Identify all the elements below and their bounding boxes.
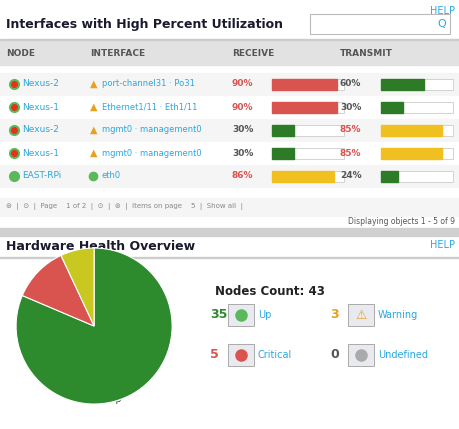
Text: ▲: ▲ <box>90 125 97 135</box>
Bar <box>381 102 453 112</box>
Bar <box>0 228 459 236</box>
Text: INTERFACE: INTERFACE <box>90 48 145 57</box>
Text: HELP: HELP <box>430 240 455 250</box>
Bar <box>228 304 254 326</box>
Text: Up: Up <box>109 396 121 405</box>
Bar <box>0 39 459 40</box>
Text: EAST-RPi: EAST-RPi <box>22 172 61 181</box>
Text: ⊛  |  ⊙  |  Page    1 of 2  |  ⊙  |  ⊛  |  Items on page    5  |  Show all  |: ⊛ | ⊙ | Page 1 of 2 | ⊙ | ⊛ | Items on p… <box>6 203 243 211</box>
Text: Interfaces with High Percent Utilization: Interfaces with High Percent Utilization <box>6 18 283 31</box>
Bar <box>381 79 424 90</box>
Bar <box>272 102 344 112</box>
Bar <box>0 96 459 118</box>
Bar <box>0 236 459 429</box>
Wedge shape <box>22 255 94 326</box>
Text: ▲: ▲ <box>90 148 97 158</box>
Text: Ethernet1/11 · Eth1/11: Ethernet1/11 · Eth1/11 <box>102 103 197 112</box>
Text: Displaying objects 1 - 5 of 9: Displaying objects 1 - 5 of 9 <box>348 217 455 226</box>
Bar <box>0 0 459 232</box>
Text: HELP: HELP <box>430 6 455 16</box>
Text: Nexus-2: Nexus-2 <box>22 126 59 135</box>
Text: port-channel31 · Po31: port-channel31 · Po31 <box>102 79 195 88</box>
Text: 30%: 30% <box>232 148 253 157</box>
Bar <box>381 148 453 158</box>
Text: 90%: 90% <box>232 103 253 112</box>
Text: Nexus-1: Nexus-1 <box>22 148 59 157</box>
Text: 30%: 30% <box>232 126 253 135</box>
Text: 85%: 85% <box>340 148 362 157</box>
Text: Nodes Count: 43: Nodes Count: 43 <box>215 285 325 298</box>
Bar <box>272 102 337 112</box>
Text: ▲: ▲ <box>90 79 97 89</box>
Bar <box>272 170 334 181</box>
Text: Critical: Critical <box>258 350 292 360</box>
Bar <box>381 170 398 181</box>
Text: 3: 3 <box>330 308 339 321</box>
Bar <box>272 148 344 158</box>
Text: Undefined: Undefined <box>378 350 428 360</box>
Text: Hardware Health Overview: Hardware Health Overview <box>6 240 195 253</box>
Text: TRANSMIT: TRANSMIT <box>340 48 393 57</box>
Text: Warning: Warning <box>378 310 418 320</box>
Text: ▲: ▲ <box>90 102 97 112</box>
Text: Nexus-1: Nexus-1 <box>22 103 59 112</box>
Bar <box>272 124 294 136</box>
Bar <box>272 124 344 136</box>
Bar <box>272 79 344 90</box>
Bar <box>0 198 459 216</box>
Text: 90%: 90% <box>232 79 253 88</box>
Bar <box>381 102 403 112</box>
Text: 0: 0 <box>330 348 339 362</box>
Bar <box>272 170 344 181</box>
Text: NODE: NODE <box>6 48 35 57</box>
Bar <box>0 142 459 164</box>
Bar <box>0 119 459 141</box>
Bar <box>381 124 442 136</box>
Text: 30%: 30% <box>340 103 361 112</box>
Text: Up: Up <box>258 310 271 320</box>
Text: RECEIVE: RECEIVE <box>232 48 274 57</box>
Text: 5: 5 <box>210 348 219 362</box>
Text: 86%: 86% <box>232 172 253 181</box>
Text: Nexus-2: Nexus-2 <box>22 79 59 88</box>
Text: Critical: Critical <box>68 305 100 314</box>
Text: 35: 35 <box>210 308 227 321</box>
Bar <box>381 148 442 158</box>
Text: mgmt0 · management0: mgmt0 · management0 <box>102 148 202 157</box>
Bar <box>348 344 374 366</box>
Bar <box>0 41 459 65</box>
Text: ⚠: ⚠ <box>355 308 367 321</box>
Text: 85%: 85% <box>340 126 362 135</box>
Bar <box>381 79 453 90</box>
Bar <box>381 124 453 136</box>
Bar <box>272 148 294 158</box>
Bar <box>228 344 254 366</box>
Bar <box>348 304 374 326</box>
Wedge shape <box>16 248 172 404</box>
Text: Q: Q <box>437 19 446 29</box>
Text: 24%: 24% <box>340 172 362 181</box>
Bar <box>0 165 459 187</box>
Bar <box>381 170 453 181</box>
Bar <box>0 73 459 95</box>
Wedge shape <box>61 248 94 326</box>
Text: 60%: 60% <box>340 79 361 88</box>
Text: Warning: Warning <box>30 341 67 350</box>
Bar <box>272 79 337 90</box>
Text: eth0: eth0 <box>102 172 121 181</box>
Bar <box>310 14 450 34</box>
Text: mgmt0 · management0: mgmt0 · management0 <box>102 126 202 135</box>
Bar <box>0 257 459 258</box>
